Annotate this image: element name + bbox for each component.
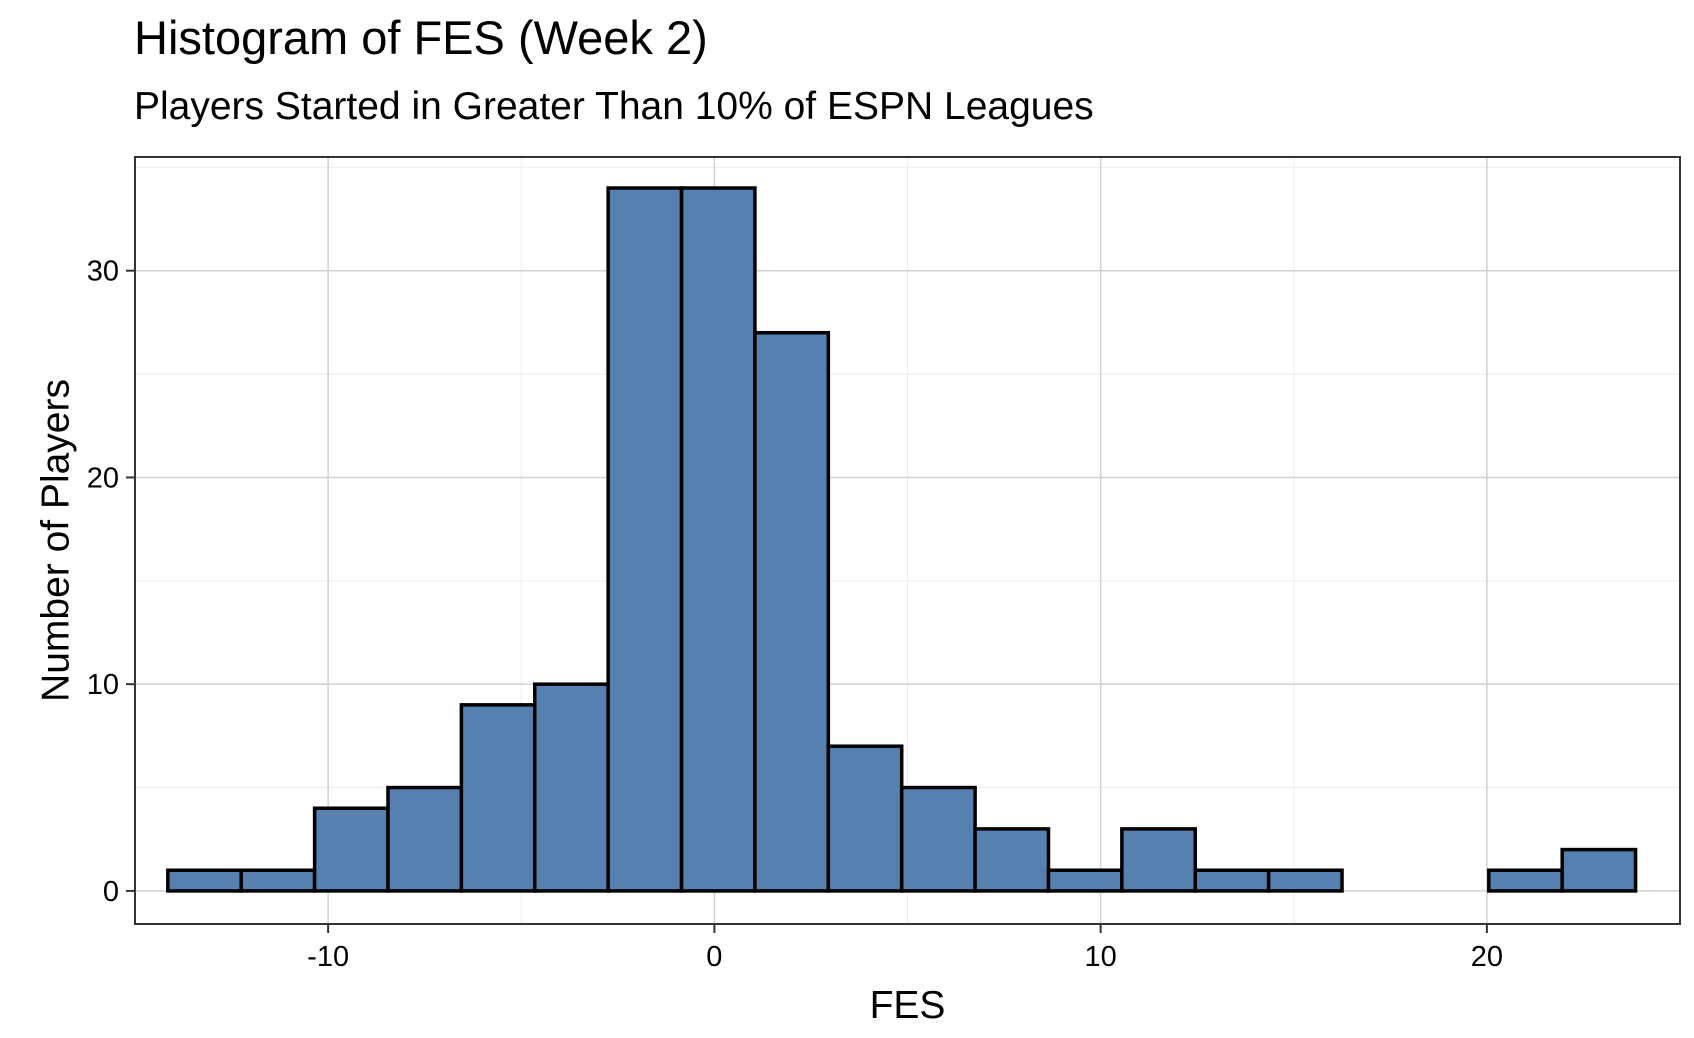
histogram-bar [239,868,317,893]
histogram-bar [679,186,757,893]
histogram-bar [386,785,464,893]
histogram-bar [606,186,684,893]
y-tick-label: 10 [87,669,119,701]
histogram-bar [973,827,1051,893]
histogram-bars [166,186,1638,893]
histogram-bar [1487,868,1564,893]
y-tick-label: 30 [87,256,119,288]
x-tick-label: -10 [307,941,349,973]
histogram-bar [312,806,390,893]
y-axis-title: Number of Players [35,379,78,702]
histogram-bar [899,785,977,893]
histogram-bar [1046,868,1124,893]
y-tick-label: 0 [103,876,119,908]
histogram-bar [1266,868,1344,893]
plot-panel-border [134,156,1681,925]
histogram-bar [1193,868,1271,893]
x-tick-label: 20 [1471,941,1503,973]
chart-subtitle: Players Started in Greater Than 10% of E… [134,85,1094,128]
histogram-bar [166,868,243,893]
x-tick-label: 0 [706,941,722,973]
histogram-bar [826,744,904,893]
histogram-bar [753,330,831,893]
y-axis: 0 10 20 30 [87,256,135,908]
x-axis: -10 0 10 20 [307,924,1503,973]
x-tick-label: 10 [1084,941,1116,973]
histogram-bar [459,703,537,893]
histogram-bar [1560,847,1638,893]
histogram-bar [533,682,610,893]
x-axis-title: FES [870,984,946,1027]
chart-title: Histogram of FES (Week 2) [134,11,708,64]
histogram-bar [1120,827,1198,893]
y-tick-label: 20 [87,462,119,494]
